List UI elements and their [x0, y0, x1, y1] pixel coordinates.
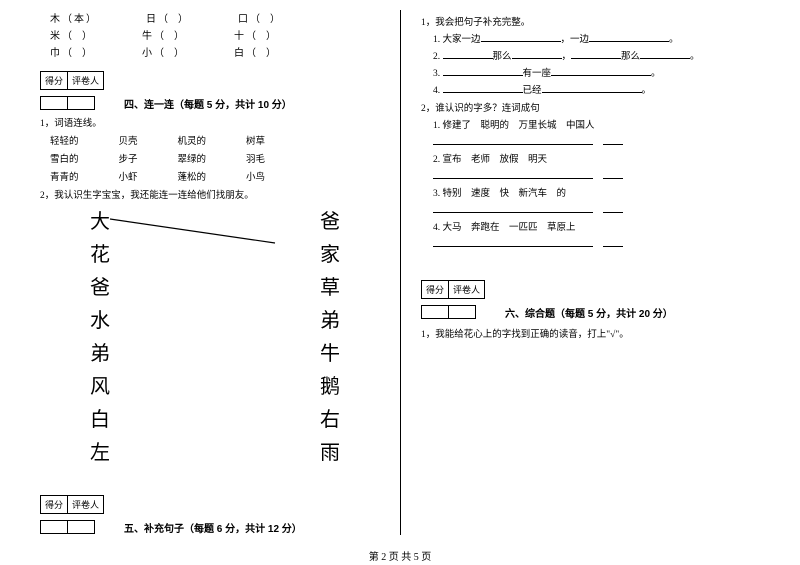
grader-label: 评卷人: [67, 71, 104, 90]
score-label: 得分: [421, 280, 449, 299]
right-column: 1，我会把句子补充完整。 1. 大家一边，一边。 2. 那么，那么。 3. 有一…: [400, 10, 740, 535]
char-item: 木（本）: [50, 10, 96, 25]
sub-a: 1，我会把句子补充完整。: [421, 14, 740, 28]
score-box: 得分 评卷人: [40, 71, 103, 90]
sub-b: 2，谁认识的字多？连词成句: [421, 100, 740, 114]
page-footer: 第 2 页 共 5 页: [0, 548, 800, 563]
char-item: 日（ ）: [146, 10, 188, 25]
word-row: 轻轻的贝壳 机灵的树草: [50, 133, 380, 147]
fill-line: 4. 已经。: [433, 82, 740, 96]
left-column: 木（本） 日（ ） 口（ ） 米（ ） 牛（ ） 十（ ） 巾（ ） 小（ ） …: [40, 10, 380, 535]
section-4-title: 四、连一连（每题 5 分，共计 10 分）: [124, 96, 292, 111]
char-item: 小（ ）: [142, 44, 184, 59]
word-row: 雪白的步子 翠绿的羽毛: [50, 151, 380, 165]
char-item: 白（ ）: [234, 44, 276, 59]
score-label: 得分: [40, 71, 68, 90]
char-item: 口（ ）: [238, 10, 280, 25]
char-item: 巾（ ）: [50, 44, 92, 59]
char-grid: 木（本） 日（ ） 口（ ） 米（ ） 牛（ ） 十（ ） 巾（ ） 小（ ） …: [40, 10, 380, 59]
section-6-title: 六、综合题（每题 5 分，共计 20 分）: [505, 305, 673, 320]
section-4-header: 得分 评卷人: [40, 71, 380, 90]
sub-2: 2，我认识生字宝宝，我还能连一连给他们找朋友。: [40, 187, 380, 201]
section-5-title: 五、补充句子（每题 6 分，共计 12 分）: [124, 520, 302, 535]
char-item: 十（ ）: [234, 27, 276, 42]
big-char-match: 大爸 花家 爸草 水弟 弟牛 风鹅 白右 左雨: [40, 205, 380, 465]
sentence-line: 2. 宣布 老师 放假 明天: [433, 151, 740, 165]
word-row: 青青的小虾 蓬松的小鸟: [50, 169, 380, 183]
grader-label: 评卷人: [448, 280, 485, 299]
section-6-header: 得分 评卷人: [421, 280, 740, 299]
sub-c: 1，我能给花心上的字找到正确的读音，打上"√"。: [421, 326, 740, 340]
sub-1: 1，词语连线。: [40, 115, 380, 129]
char-item: 米（ ）: [50, 27, 92, 42]
grader-label: 评卷人: [67, 495, 104, 514]
fill-line: 1. 大家一边，一边。: [433, 31, 740, 45]
section-5-header: 得分 评卷人: [40, 495, 380, 514]
fill-line: 3. 有一座。: [433, 65, 740, 79]
sentence-line: 3. 特别 速度 快 新汽车 的: [433, 185, 740, 199]
char-item: 牛（ ）: [142, 27, 184, 42]
score-box: 得分 评卷人: [40, 495, 103, 514]
score-box: 得分 评卷人: [421, 280, 484, 299]
sentence-line: 4. 大马 奔跑在 一匹匹 草原上: [433, 219, 740, 233]
sentence-line: 1. 修建了 聪明的 万里长城 中国人: [433, 117, 740, 131]
fill-line: 2. 那么，那么。: [433, 48, 740, 62]
score-label: 得分: [40, 495, 68, 514]
